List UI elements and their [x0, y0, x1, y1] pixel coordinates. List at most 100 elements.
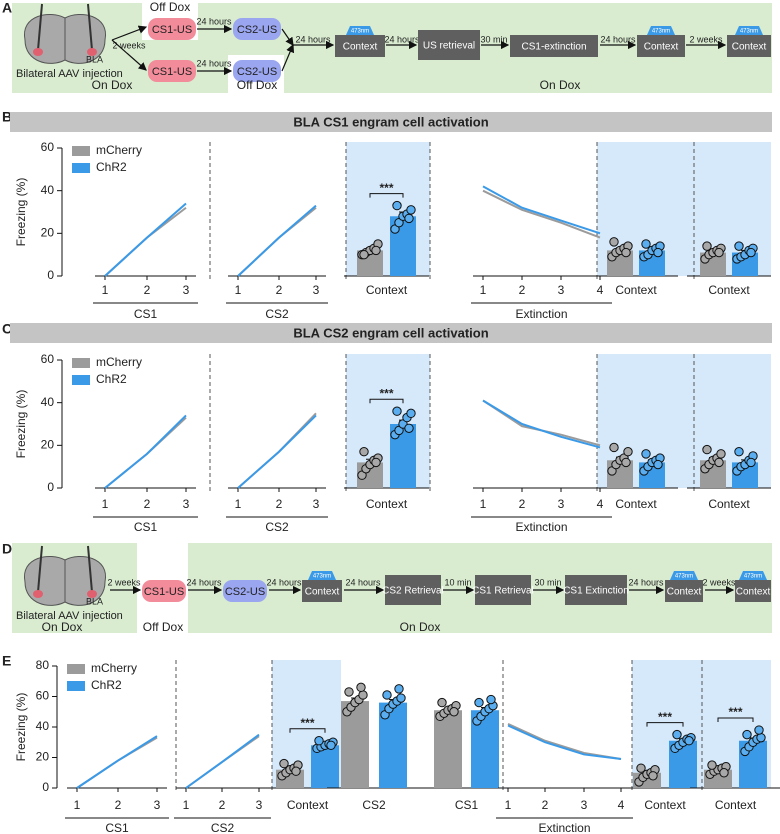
data-point — [641, 449, 651, 459]
legend-label: mCherry — [91, 661, 137, 675]
arrow-label: 24 hours — [628, 577, 664, 587]
data-point — [394, 684, 404, 694]
significance-bracket — [646, 722, 684, 727]
step-label: CS2-US — [225, 586, 265, 598]
data-point — [382, 690, 392, 700]
group-label: CS1 — [105, 821, 129, 834]
panel-label: A — [2, 0, 12, 16]
step-box — [475, 575, 531, 605]
arrow-label: 30 min — [480, 34, 507, 44]
category-label: CS2 — [362, 798, 386, 812]
step-box — [637, 35, 685, 57]
y-tick-label: 20 — [41, 438, 55, 452]
legend-swatch — [67, 681, 85, 691]
data-point — [291, 766, 301, 776]
panel-header — [10, 323, 772, 343]
data-point — [486, 694, 496, 705]
legend-swatch — [72, 358, 90, 368]
category-label: Context — [708, 283, 750, 297]
category-label: CS1 — [455, 798, 479, 812]
arrow-label: 24 hours — [196, 58, 232, 68]
significance-bracket — [369, 193, 404, 198]
series-line — [482, 399, 601, 447]
step-label: US retrieval — [423, 41, 475, 52]
light-label: 473nm — [313, 574, 331, 580]
arrow-label: 2 weeks — [689, 34, 723, 44]
arrow — [111, 25, 148, 41]
injection-needle — [37, 3, 43, 51]
light-icon — [647, 26, 675, 35]
arrow — [111, 39, 147, 71]
y-tick-label: 60 — [41, 352, 55, 366]
step-label: CS1 Extinction — [563, 586, 629, 597]
significance-label: *** — [379, 386, 393, 400]
data-point — [702, 241, 712, 251]
significance-label: *** — [658, 710, 672, 724]
data-point — [746, 247, 756, 258]
data-point — [707, 760, 717, 770]
data-point — [371, 245, 381, 256]
legend-label: ChR2 — [91, 678, 122, 692]
x-tick-label: 1 — [102, 283, 109, 297]
light-icon — [735, 26, 763, 35]
y-tick-label: 20 — [36, 750, 50, 764]
legend-swatch — [72, 146, 90, 156]
light-label: 473nm — [652, 29, 670, 35]
y-tick-label: 40 — [41, 183, 55, 197]
series-line — [185, 733, 260, 789]
step-box — [233, 18, 281, 40]
y-axis-label: Freezing (%) — [14, 390, 28, 459]
x-tick-label: 2 — [276, 497, 283, 511]
group-label: CS2 — [265, 520, 289, 534]
x-tick-label: 4 — [597, 497, 604, 511]
arrow-label: 2 weeks — [112, 40, 146, 50]
category-label: Context — [287, 798, 329, 812]
series-line — [507, 724, 622, 761]
group-label: CS2 — [265, 307, 289, 321]
data-point — [714, 457, 724, 468]
brain-label: BLA — [86, 54, 103, 64]
arrow-label: 2 weeks — [702, 577, 736, 587]
condition-label: Off Dox — [150, 0, 190, 14]
series-line — [76, 735, 158, 789]
y-tick-label: 20 — [41, 226, 55, 240]
step-box — [735, 580, 771, 602]
arrow — [281, 43, 295, 72]
data-point — [684, 736, 694, 746]
category-label: Context — [366, 497, 408, 511]
x-tick-label: 3 — [558, 283, 565, 297]
data-point — [344, 687, 354, 697]
light-label: 473nm — [740, 29, 758, 35]
x-tick-label: 2 — [542, 798, 549, 812]
data-point — [359, 249, 369, 260]
x-tick-label: 1 — [505, 798, 512, 812]
data-point — [672, 729, 682, 740]
step-label: Context — [732, 42, 767, 53]
category-label: Context — [615, 497, 657, 511]
category-label: Context — [644, 798, 686, 812]
y-axis-label: Freezing (%) — [14, 178, 28, 247]
data-point — [746, 457, 756, 468]
arrow-label: 2 weeks — [107, 577, 141, 587]
significance-label: *** — [379, 181, 393, 195]
step-label: Context — [736, 587, 771, 598]
condition-label: On Dox — [42, 620, 83, 634]
data-point — [702, 444, 712, 455]
injection-needle — [37, 545, 43, 593]
x-tick-label: 3 — [256, 798, 263, 812]
data-point — [404, 213, 414, 224]
y-tick-label: 60 — [36, 689, 50, 703]
arrow-label: 24 hours — [345, 577, 381, 587]
panel-label: E — [2, 653, 11, 669]
data-point — [719, 768, 729, 778]
series-line — [482, 399, 601, 449]
step-label: CS1-extinction — [521, 42, 586, 53]
injection-needle — [87, 3, 93, 51]
group-label: Extinction — [515, 307, 567, 321]
bla-site — [87, 48, 97, 56]
data-point — [653, 459, 663, 470]
legend-label: ChR2 — [96, 160, 127, 174]
data-point — [648, 771, 658, 781]
step-box — [148, 18, 196, 40]
data-point — [392, 200, 402, 211]
